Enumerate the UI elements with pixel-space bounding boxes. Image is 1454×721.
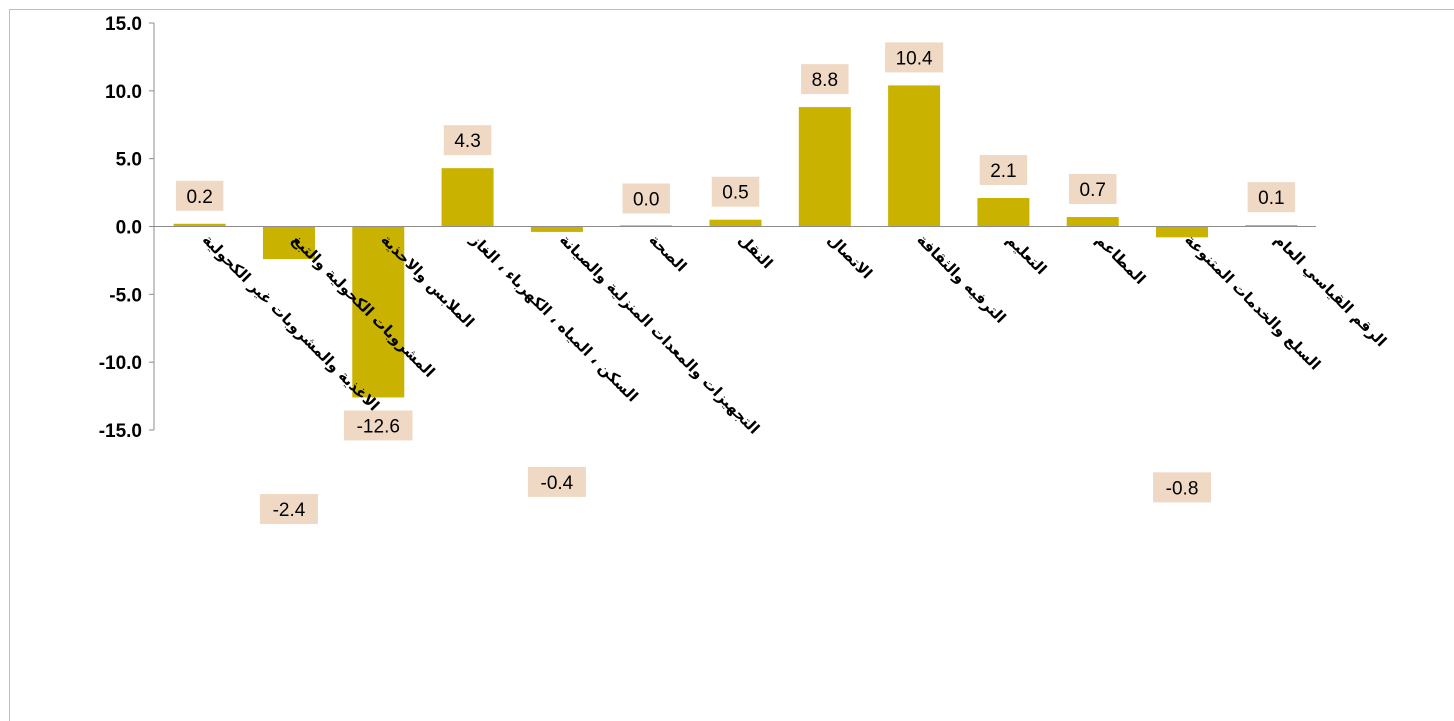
y-tick-label: 15.0 [105,14,142,35]
y-tick-label: -10.0 [99,353,142,374]
data-label-box [344,410,413,441]
bar [1066,217,1119,227]
data-labels: 0.2 -2.4 -12.6 4.3 -0.4 0.0 0.5 8.8 10.4 2.1 0.7 -0… [175,42,1296,525]
y-tick-label: -5.0 [109,285,142,306]
category-label: الصحة [645,231,690,276]
bar [888,85,941,227]
bar [798,107,851,227]
data-label-box [711,176,760,207]
category-label: التعليم [1003,231,1051,279]
category-label: الترفيه والثقافة [913,231,1009,327]
y-tick-label: 10.0 [105,82,142,103]
category-label: السكن ، المياه ، الكهرباء ، الغاز [466,230,642,406]
category-label: النقل [735,231,777,273]
bar [709,219,762,227]
bar [1245,225,1298,227]
data-label: 8.8 [812,70,838,91]
bar [977,198,1030,227]
category-label: التجهيزات والمعدات المنزلية والصيانة [556,231,763,438]
category-label: المطاعم [1092,231,1149,288]
data-label: 4.3 [454,131,480,152]
y-axis: 15.0 10.0 5.0 0.0 -5.0 -10.0 -15.0 [99,14,155,442]
data-label-box [801,64,849,95]
bar [620,225,673,227]
data-label-box [527,466,586,497]
bar [530,226,583,232]
data-label: 10.4 [896,48,933,69]
y-tick-label: -15.0 [99,421,142,442]
data-label: 0.2 [186,187,212,208]
data-label-box [1153,472,1212,503]
bar [1156,226,1209,238]
data-label: 0.1 [1258,188,1284,209]
data-label-box [259,494,318,525]
data-label-box [979,155,1028,186]
data-label: 0.7 [1080,180,1106,201]
data-label-box [885,42,944,73]
data-label: 0.5 [722,183,748,204]
data-label: -2.4 [273,500,306,521]
data-label-box [622,183,670,214]
bars [173,85,1298,398]
category-label: الاتصال [824,231,876,283]
bar [441,168,494,227]
y-tick-label: 0.0 [116,218,142,239]
data-label: -12.6 [357,416,400,437]
data-label: -0.4 [541,473,574,494]
chart-frame [9,9,1454,721]
data-label-box [1068,174,1117,205]
y-tick-label: 5.0 [116,150,142,171]
data-label-box [1247,182,1296,213]
data-label-box [443,125,492,156]
bar [173,223,226,227]
data-label: 2.1 [990,161,1016,182]
data-label: -0.8 [1166,478,1199,499]
bar [262,226,315,260]
data-label-box [175,180,224,211]
bar [352,226,405,398]
data-label: 0.0 [633,190,659,211]
